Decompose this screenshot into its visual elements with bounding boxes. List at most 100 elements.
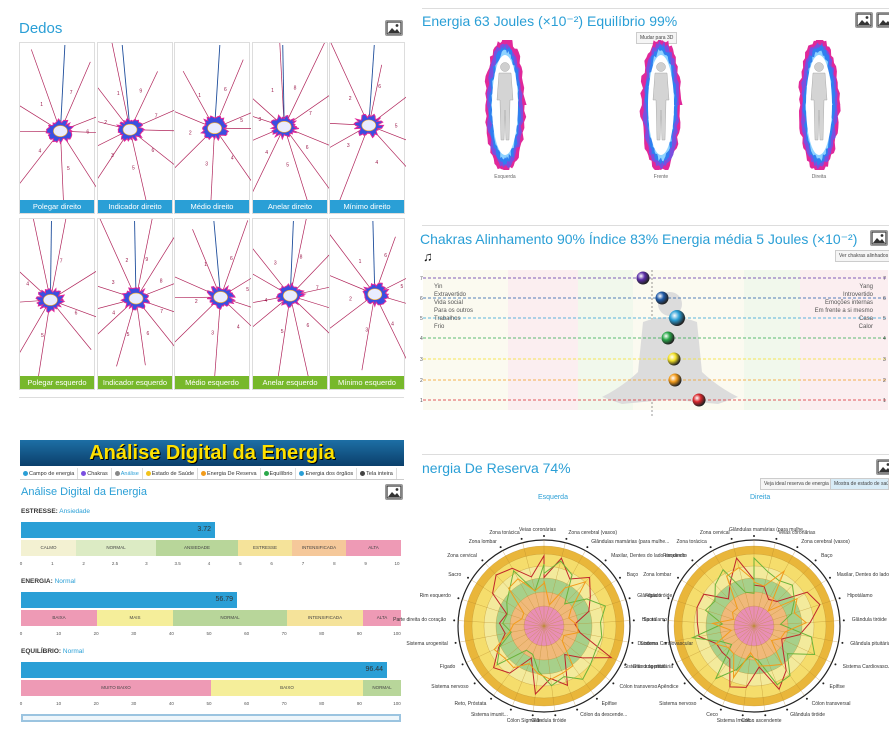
tab-icon [23,471,28,476]
finger-card[interactable]: 8 7 6 5 4 3 1 Anelar direito [252,42,329,214]
ideal-reserve-button[interactable]: Veja ideal reserva de energia [760,478,833,490]
finger-card[interactable]: 6 5 4 3 2 Mínimo direito [329,42,406,214]
radar-axis-label: Reto, Próstata [454,700,487,707]
finger-sector-number: 1 [359,259,362,265]
left-radar-title: Esquerda [538,494,568,501]
chakra-ball[interactable] [692,393,706,407]
finger-sector-number: 7 [60,259,63,265]
finger-sector-number: 9 [145,257,148,263]
analysis-tab[interactable]: Estado de Saúde [143,468,198,479]
analysis-tab[interactable]: Energia dos órgãos [296,468,358,479]
finger-sector-number: 5 [132,166,135,172]
radar-axis-label: Zona torácica [489,530,520,537]
finger-sector-number: 6 [75,310,78,316]
finger-sector-number: 5 [127,332,130,338]
music-note-icon[interactable]: ♫ [423,249,433,264]
finger-card[interactable]: 9 8 7 6 5 4 3 2 Indicador esquerdo [97,218,174,390]
health-state-button[interactable]: Mostra de estado de saú [830,478,889,490]
scale-tick: 50 [206,631,212,636]
scale-segment: MAIS [97,610,173,626]
fingers-panel: Dedos 7 6 5 4 1 Polegar direito 9 7 6 5 3 2 1 Indicad… [0,0,410,400]
finger-label: Anelar direito [253,200,327,213]
image-export-icon[interactable] [385,20,403,36]
finger-card[interactable]: 9 7 6 5 3 2 1 Indicador direito [97,42,174,214]
finger-sector-number: 7 [309,111,312,117]
finger-card[interactable]: 7 6 5 4 1 Polegar direito [19,42,96,214]
scrollbar[interactable] [21,714,401,722]
radar-axis-label: Rim esquerdo [419,593,451,600]
finger-sector-number: 5 [395,124,398,130]
chakra-right-label: Em frente a si mesmo [814,308,873,314]
scale-segment: NORMAL [363,680,401,696]
finger-card[interactable]: 6 5 4 3 2 1 Médio esquerdo [174,218,251,390]
radar-axis-label: Zona lombar [643,571,672,578]
finger-label: Médio direito [175,200,249,213]
energy-ticks: 0 10 20 30 40 50 60 70 80 90 100 [20,631,401,639]
tab-label: Energia dos órgãos [305,470,354,477]
image-export-icon[interactable] [855,12,873,28]
finger-card[interactable]: 7 6 5 4 Polegar esquerdo [19,218,96,390]
image-export-icon[interactable] [385,484,403,500]
finger-sector-number: 5 [286,163,289,169]
analysis-tab[interactable]: Energia De Reserva [198,468,261,479]
chakra-left-label: Extravertido [434,292,467,298]
chakra-ball[interactable] [636,271,650,285]
radar-axis-label: Hipotálamo [641,616,668,623]
finger-card[interactable]: 6 5 4 3 2 1 Médio direito [174,42,251,214]
finger-sector-number: 6 [224,87,227,93]
image-export-icon[interactable] [876,459,889,475]
chakra-level-right: 7 [883,276,886,282]
analysis-tab[interactable]: Chakras [78,468,112,479]
tab-label: Análise [120,470,139,477]
energy-field-panel: Energia 63 Joules (×10⁻²) Equilíbrio 99%… [418,0,889,220]
radar-axis-label: Fígado [439,663,456,670]
scale-segment: ALTA [363,610,401,626]
finger-sector-number: 8 [160,278,163,284]
finger-aura-plot: 6 5 4 3 2 [330,43,406,202]
analysis-tab[interactable]: Equilíbrio [261,468,297,479]
energy-title: Energia 63 Joules (×10⁻²) Equilíbrio 99% [422,13,678,29]
finger-sector-number: 7 [316,286,319,292]
scale-tick: 4 [207,561,211,566]
finger-sector-number: 3 [111,153,114,159]
radar-axis-label: Sistema Imunit... [716,718,754,725]
radar-axis-label: Cólon Sigmóide [506,718,543,725]
analysis-tab[interactable]: Análise [112,468,143,479]
finger-sector-number: 2 [126,258,129,264]
scale-segment: CALMO [21,540,76,556]
energy-label-text: ENERGIA: [21,578,53,585]
balance-label-text: EQUILÍBRIO: [21,648,62,655]
chakra-ball[interactable] [667,352,681,366]
stress-ticks: 0 1 2 2.5 3 3.5 4 5 6 7 8 9 10 [20,561,401,569]
image-export-icon[interactable] [870,230,888,246]
scale-tick: 30 [131,701,137,706]
finger-card[interactable]: 8 7 6 5 4 3 Anelar esquerdo [252,218,329,390]
radar-axis-label: Maxilar, Dentes do lado esquerdo [611,553,686,560]
aura-view-label: Direita [811,174,827,180]
divider [422,8,889,9]
show-aligned-chakras-button[interactable]: Ver chakras alinhados [835,250,889,262]
finger-sector-number: 5 [401,284,404,290]
finger-card[interactable]: 6 5 4 3 2 1 Mínimo esquerdo [329,218,406,390]
chakra-ball[interactable] [661,331,675,345]
finger-sector-number: 2 [104,120,107,126]
finger-sector-number: 3 [274,261,277,267]
scale-tick: 50 [206,701,212,706]
fullscreen-icon[interactable] [876,12,889,28]
chakra-level-right: 1 [883,398,886,404]
chakra-ball[interactable] [669,310,685,326]
scale-tick: 20 [93,701,99,706]
scale-tick: 10 [56,631,62,636]
analysis-tabs: Campo de energia Chakras Análise Estado de … [20,468,404,480]
chakra-ball[interactable] [655,291,669,305]
aura-silhouette [484,40,527,170]
finger-sector-number: 5 [240,118,243,124]
analysis-tab[interactable]: Campo de energia [20,468,79,479]
radar-axis-label: Glândula pituitária [632,663,673,670]
stress-label-text: ESTRESSE: [21,508,58,515]
finger-aura-plot: 6 5 4 3 2 1 [175,220,251,378]
finger-sector-number: 3 [112,280,115,286]
analysis-tab[interactable]: Tela inteira [357,468,397,479]
finger-sector-number: 8 [300,254,303,260]
chakra-ball[interactable] [668,373,682,387]
